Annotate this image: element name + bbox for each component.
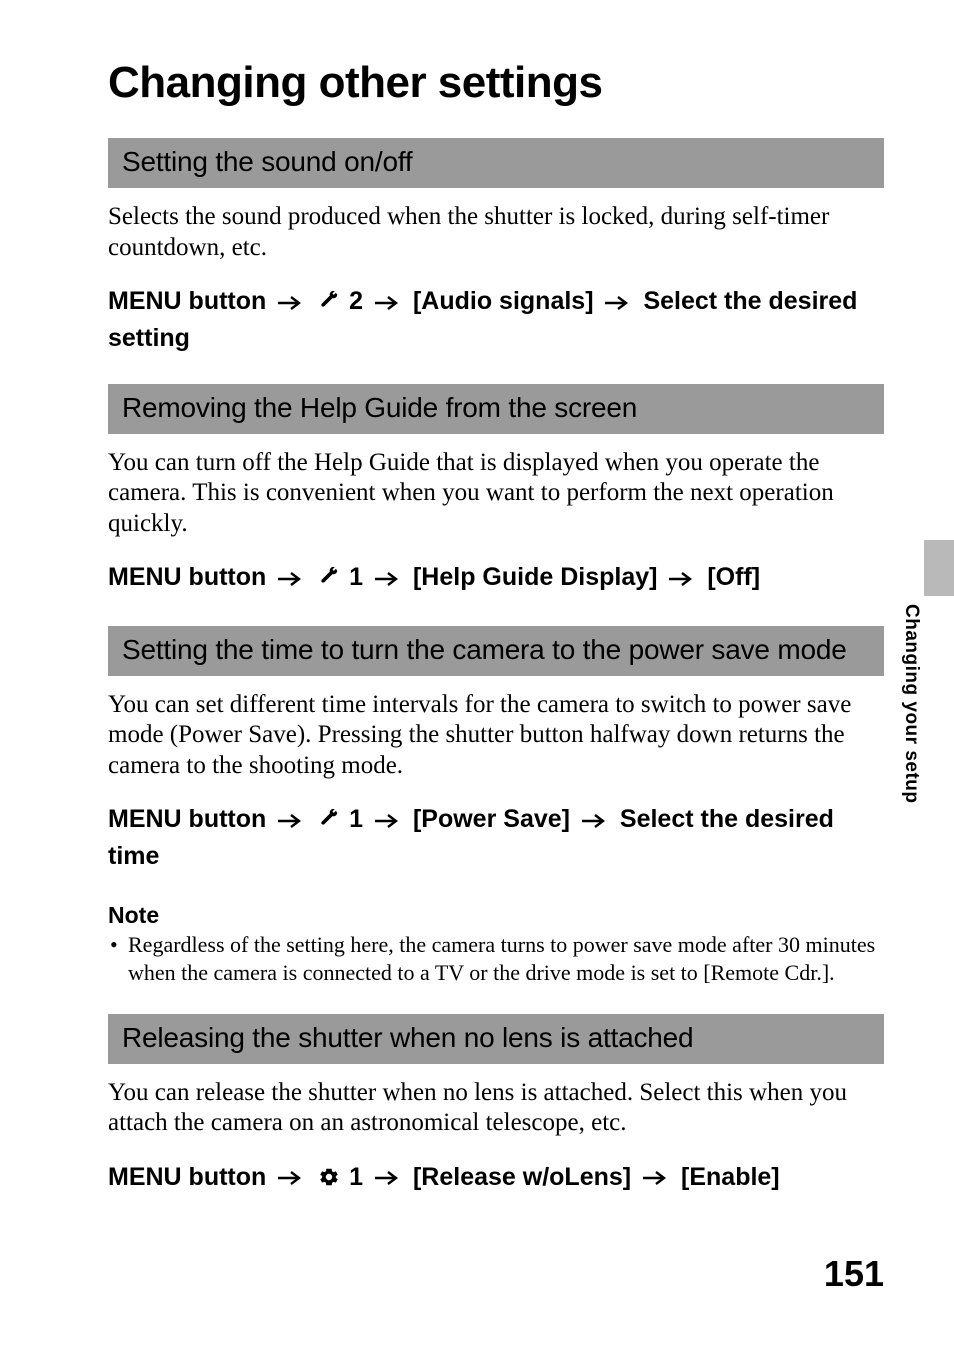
arrow-icon bbox=[374, 1161, 402, 1195]
side-tab: Changing your setup bbox=[888, 540, 916, 820]
menu-tail: [Off] bbox=[707, 563, 760, 591]
menu-prefix: MENU button bbox=[108, 805, 266, 833]
menu-tab: 1 bbox=[349, 563, 363, 591]
menu-tab: 1 bbox=[349, 1163, 363, 1191]
section-heading-powersave: Setting the time to turn the camera to t… bbox=[108, 626, 884, 676]
side-tab-label: Changing your setup bbox=[900, 604, 922, 804]
menu-item: [Audio signals] bbox=[413, 287, 594, 315]
section-heading-sound: Setting the sound on/off bbox=[108, 138, 884, 188]
arrow-icon bbox=[581, 804, 609, 838]
menu-prefix: MENU button bbox=[108, 563, 266, 591]
menu-item: [Power Save] bbox=[413, 805, 570, 833]
menu-tab: 1 bbox=[349, 805, 363, 833]
menu-path-sound: MENU button 2 [Audio signals] Select the… bbox=[108, 285, 884, 356]
arrow-icon bbox=[277, 1161, 305, 1195]
section-body-sound: Selects the sound produced when the shut… bbox=[108, 202, 884, 263]
section-body-powersave: You can set different time intervals for… bbox=[108, 690, 884, 782]
arrow-icon bbox=[604, 286, 632, 320]
arrow-icon bbox=[277, 286, 305, 320]
arrow-icon bbox=[277, 804, 305, 838]
wrench-icon bbox=[318, 806, 340, 840]
arrow-icon bbox=[642, 1161, 670, 1195]
menu-prefix: MENU button bbox=[108, 287, 266, 315]
menu-prefix: MENU button bbox=[108, 1163, 266, 1191]
menu-tail: [Enable] bbox=[681, 1163, 780, 1191]
gear-icon bbox=[318, 1164, 340, 1198]
menu-path-release: MENU button 1 [Release w/oLens] [Enable] bbox=[108, 1161, 884, 1198]
section-body-release: You can release the shutter when no lens… bbox=[108, 1078, 884, 1139]
menu-item: [Help Guide Display] bbox=[413, 563, 657, 591]
note-item: Regardless of the setting here, the came… bbox=[128, 931, 884, 988]
wrench-icon bbox=[318, 564, 340, 598]
menu-path-powersave: MENU button 1 [Power Save] Select the de… bbox=[108, 803, 884, 874]
section-heading-helpguide: Removing the Help Guide from the screen bbox=[108, 384, 884, 434]
arrow-icon bbox=[277, 562, 305, 596]
side-tab-stub bbox=[924, 540, 954, 596]
arrow-icon bbox=[668, 562, 696, 596]
arrow-icon bbox=[374, 286, 402, 320]
wrench-icon bbox=[318, 288, 340, 322]
menu-item: [Release w/oLens] bbox=[413, 1163, 631, 1191]
manual-page: Changing other settings Setting the soun… bbox=[0, 0, 954, 1345]
page-title: Changing other settings bbox=[108, 58, 884, 108]
menu-tab: 2 bbox=[349, 287, 363, 315]
section-heading-release: Releasing the shutter when no lens is at… bbox=[108, 1014, 884, 1064]
section-body-helpguide: You can turn off the Help Guide that is … bbox=[108, 448, 884, 540]
page-number: 151 bbox=[824, 1253, 884, 1295]
menu-path-helpguide: MENU button 1 [Help Guide Display] [Off] bbox=[108, 561, 884, 598]
note-heading: Note bbox=[108, 902, 884, 929]
arrow-icon bbox=[374, 562, 402, 596]
arrow-icon bbox=[374, 804, 402, 838]
note-list: Regardless of the setting here, the came… bbox=[108, 931, 884, 988]
